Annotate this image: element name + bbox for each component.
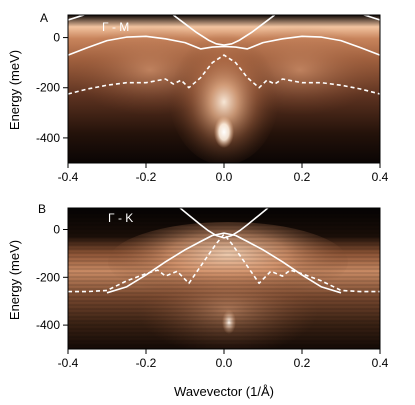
panel-a-x-tick-label: 0.4 — [372, 170, 389, 184]
panel-a-inset-label: Γ - M — [102, 20, 129, 34]
panel-a-y-label: Energy (meV) — [7, 50, 22, 130]
panel-a-y-tick-label: -200 — [36, 81, 60, 95]
panel-a-x-tick-label: 0.2 — [294, 170, 311, 184]
panel-b-x-label: Wavevector (1/Å) — [174, 384, 274, 399]
panel-b-y-tick-label: -200 — [36, 270, 60, 284]
panel-a-y-tick-label: -400 — [36, 131, 60, 145]
panel-a-y-axis: 0 -200 -400 — [36, 31, 68, 145]
panel-b-x-tick-label: 0.4 — [372, 356, 389, 370]
panel-b-y-axis: 0 -200 -400 — [36, 223, 68, 332]
panel-a-letter: A — [40, 11, 48, 25]
panel-b-x-tick-label: 0.0 — [216, 356, 233, 370]
panel-b: B Γ - K -0.4 -0.2 0.0 0.2 0.4 0 -200 -400 Ener… — [7, 202, 389, 399]
panel-b-scanlines — [68, 208, 380, 349]
panel-a-x-axis: -0.4 -0.2 0.0 0.2 0.4 — [58, 163, 389, 184]
panel-a-x-tick-label: -0.2 — [136, 170, 157, 184]
panel-a-hot-spot — [214, 116, 234, 148]
panel-b-x-tick-label: -0.4 — [58, 356, 79, 370]
panel-b-inset-label: Γ - K — [108, 211, 133, 225]
panel-b-x-tick-label: -0.2 — [136, 356, 157, 370]
panel-a-y-tick-label: 0 — [53, 31, 60, 45]
panel-b-x-tick-label: 0.2 — [294, 356, 311, 370]
panel-a-solid-curve-3 — [68, 15, 87, 21]
panel-a-solid-curve-2 — [172, 15, 276, 46]
panel-a: A Γ - M -0.4 -0.2 0.0 0.2 0.4 0 -200 -400 Ener… — [7, 11, 389, 184]
panel-a-x-tick-label: -0.4 — [58, 170, 79, 184]
panel-b-overlays — [68, 208, 380, 294]
panel-a-solid-curve-1 — [68, 35, 380, 56]
panel-b-solid-curve-1 — [106, 232, 342, 294]
panel-b-y-tick-label: 0 — [53, 223, 60, 237]
panel-b-y-label: Energy (meV) — [7, 240, 22, 320]
panel-b-solid-curve-2 — [178, 208, 270, 239]
panel-b-letter: B — [38, 202, 46, 216]
panel-a-solid-curve-4 — [361, 15, 380, 21]
panel-a-dashed-curve-5 — [68, 54, 380, 95]
panel-a-x-tick-label: 0.0 — [216, 170, 233, 184]
panel-a-overlays — [68, 15, 380, 95]
panel-a-glow-center — [169, 25, 279, 163]
panel-b-image — [68, 208, 380, 349]
panel-b-y-tick-label: -400 — [36, 318, 60, 332]
panel-b-x-axis: -0.4 -0.2 0.0 0.2 0.4 — [58, 349, 389, 370]
panel-a-image — [68, 15, 380, 163]
